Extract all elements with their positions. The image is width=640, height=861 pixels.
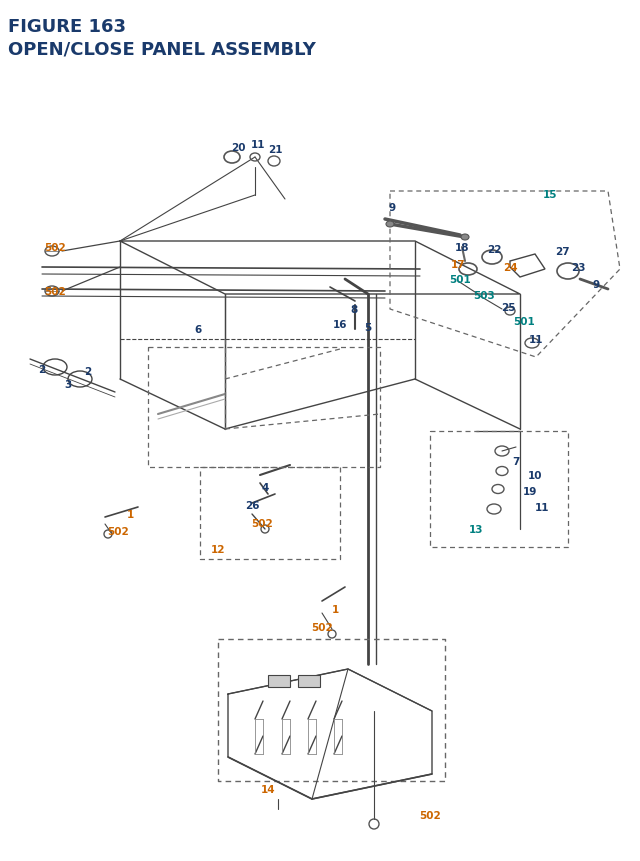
Text: 9: 9 (593, 280, 600, 289)
Text: 501: 501 (513, 317, 535, 326)
Text: 11: 11 (529, 335, 543, 344)
Text: FIGURE 163: FIGURE 163 (8, 18, 126, 36)
Bar (298, 675, 320, 687)
Text: 7: 7 (512, 456, 520, 467)
Text: 502: 502 (44, 243, 66, 253)
Text: 5: 5 (364, 323, 372, 332)
Text: 18: 18 (455, 243, 469, 253)
Text: 502: 502 (311, 623, 333, 632)
Ellipse shape (386, 222, 394, 228)
Text: 4: 4 (261, 482, 269, 492)
Text: 6: 6 (195, 325, 202, 335)
Text: 11: 11 (251, 139, 265, 150)
Text: 27: 27 (555, 247, 570, 257)
Text: 22: 22 (487, 245, 501, 255)
Text: 12: 12 (211, 544, 225, 554)
Bar (268, 675, 290, 687)
Text: 20: 20 (231, 143, 245, 152)
Text: 13: 13 (468, 524, 483, 535)
Text: 23: 23 (571, 263, 585, 273)
Text: 14: 14 (260, 784, 275, 794)
Text: 502: 502 (251, 518, 273, 529)
Text: 24: 24 (502, 263, 517, 273)
Text: 1: 1 (332, 604, 339, 614)
Text: 26: 26 (244, 500, 259, 511)
Text: 16: 16 (333, 319, 348, 330)
Text: 25: 25 (500, 303, 515, 313)
Text: 10: 10 (528, 470, 542, 480)
Text: 503: 503 (473, 291, 495, 300)
Text: 1: 1 (126, 510, 134, 519)
Text: OPEN/CLOSE PANEL ASSEMBLY: OPEN/CLOSE PANEL ASSEMBLY (8, 40, 316, 58)
Text: 502: 502 (107, 526, 129, 536)
Ellipse shape (461, 235, 469, 241)
Text: 502: 502 (419, 810, 441, 820)
Text: 2: 2 (38, 364, 45, 375)
Text: 9: 9 (388, 202, 396, 213)
Text: 15: 15 (543, 189, 557, 200)
Text: 11: 11 (535, 503, 549, 512)
Text: 21: 21 (268, 145, 282, 155)
Text: 3: 3 (65, 380, 72, 389)
Text: 2: 2 (84, 367, 92, 376)
Text: 8: 8 (350, 305, 358, 314)
Text: 17: 17 (451, 260, 465, 269)
Text: 19: 19 (523, 486, 537, 497)
Text: 502: 502 (44, 287, 66, 297)
Text: 501: 501 (449, 275, 471, 285)
